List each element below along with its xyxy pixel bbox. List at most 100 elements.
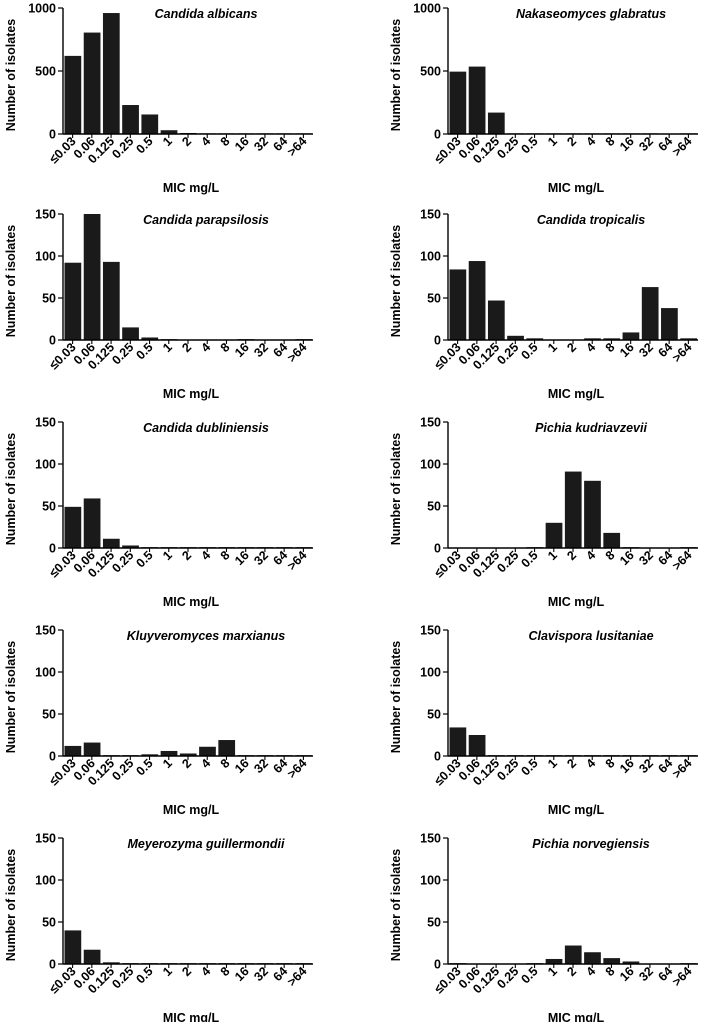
chart5-x-axis-title: MIC mg/L (163, 595, 220, 609)
chart7-xtick-label-4: 0.25 (109, 756, 136, 783)
chart2-xtick-label-13: >64 (670, 134, 695, 159)
chart5-y-axis-title: Number of isolates (4, 433, 18, 546)
chart6-xtick-label-10: 16 (617, 548, 637, 568)
chart7-bar-1 (64, 745, 82, 756)
chart4-xtick-label-6: 1 (545, 340, 560, 355)
chart4-xtick-label-10: 16 (617, 340, 637, 360)
chart4-bar-13 (680, 338, 697, 340)
chart9-xtick-label-4: 0.25 (109, 964, 136, 991)
chart5-ytick-label-3: 100 (35, 458, 56, 472)
chart4-bar-8 (584, 338, 601, 340)
chart3-ytick-label-2: 50 (42, 292, 56, 306)
chart4-bar-1 (449, 269, 467, 340)
chart3-xtick-label-11: 32 (251, 340, 271, 360)
chart6-xtick-label-11: 32 (636, 548, 656, 568)
chart5-xtick-label-13: >64 (285, 548, 310, 573)
chart1-xtick-label-10: 16 (232, 134, 252, 154)
chart3-x-axis-title: MIC mg/L (163, 387, 220, 401)
chart3-xtick-label-5: 0.5 (133, 340, 155, 362)
chart5-xtick-label-6: 1 (160, 548, 175, 563)
chart7-bar-6 (160, 750, 178, 756)
chart5-xtick-label-11: 32 (251, 548, 271, 568)
chart3-bar-2 (83, 214, 101, 340)
chart1-title: Candida albicans (155, 7, 258, 21)
chart5-bar-1 (64, 506, 82, 548)
chart5-title: Candida dubliniensis (143, 421, 269, 435)
chart2-ytick-label-1: 0 (434, 128, 441, 142)
chart4-xtick-label-9: 8 (603, 340, 618, 355)
chart7-xtick-label-9: 8 (218, 756, 233, 771)
chart6-ytick-label-4: 150 (420, 416, 441, 430)
chart8-ytick-label-2: 50 (427, 708, 441, 722)
chart10-xtick-label-13: >64 (670, 964, 695, 989)
chart10-bar-8 (584, 952, 601, 964)
chart2-xtick-label-7: 2 (564, 134, 579, 149)
chart5-ytick-label-2: 50 (42, 500, 56, 514)
chart8-xtick-label-13: >64 (670, 756, 695, 781)
chart8-xtick-label-10: 16 (617, 756, 637, 776)
chart7-xtick-label-6: 1 (160, 756, 175, 771)
chart3-xtick-label-8: 4 (199, 340, 214, 355)
chart8-ytick-label-3: 100 (420, 666, 441, 680)
chart10-xtick-label-9: 8 (603, 964, 618, 979)
chart4-xtick-label-13: >64 (670, 340, 695, 365)
chart8-xtick-label-6: 1 (545, 756, 560, 771)
chart7-bar-7 (179, 753, 197, 756)
chart6-bar-7 (564, 471, 582, 548)
chart1-bar-2 (83, 32, 101, 134)
chart4-bar-10 (622, 332, 640, 340)
chart8-x-axis-title: MIC mg/L (548, 803, 605, 817)
chart8-ytick-label-4: 150 (420, 624, 441, 638)
chart9-ytick-label-2: 50 (42, 916, 56, 930)
chart10-x-axis-title: MIC mg/L (548, 1011, 605, 1022)
chart1-bar-5 (141, 114, 159, 134)
chart10-ytick-label-1: 0 (434, 958, 441, 972)
chart2-xtick-label-9: 8 (603, 134, 618, 149)
chart8-y-axis-title: Number of isolates (389, 641, 403, 754)
chart1-bar-6 (160, 130, 178, 134)
chart8-title: Clavispora lusitaniae (528, 629, 653, 643)
chart10-ytick-label-4: 150 (420, 832, 441, 846)
chart2-bar-1 (449, 71, 467, 134)
chart3-title: Candida parapsilosis (143, 213, 269, 227)
chart4-xtick-label-7: 2 (564, 340, 579, 355)
chart9-ytick-label-1: 0 (49, 958, 56, 972)
chart7-bar-2 (83, 742, 101, 756)
chart5-xtick-label-7: 2 (179, 548, 194, 563)
chart9-xtick-label-6: 1 (160, 964, 175, 979)
chart3-bar-1 (64, 262, 82, 340)
chart6-xtick-label-8: 4 (584, 548, 599, 563)
chart7-xtick-label-11: 32 (251, 756, 271, 776)
chart10-bar-7 (564, 945, 582, 964)
chart4-y-axis-title: Number of isolates (389, 225, 403, 338)
chart10-bar-6 (545, 958, 563, 964)
chart7-xtick-label-13: >64 (285, 756, 310, 781)
chart6-x-axis-title: MIC mg/L (548, 595, 605, 609)
chart2-xtick-label-6: 1 (545, 134, 560, 149)
chart1-bar-1 (64, 55, 82, 134)
chart10-ytick-label-2: 50 (427, 916, 441, 930)
chart9-xtick-label-10: 16 (232, 964, 252, 984)
chart10-xtick-label-8: 4 (584, 964, 599, 979)
chart7-x-axis-title: MIC mg/L (163, 803, 220, 817)
chart5-xtick-label-9: 8 (218, 548, 233, 563)
chart2-y-axis-title: Number of isolates (389, 19, 403, 132)
chart10-xtick-label-10: 16 (617, 964, 637, 984)
chart9-x-axis-title: MIC mg/L (163, 1011, 220, 1022)
chart8-xtick-label-4: 0.25 (494, 756, 521, 783)
chart9-bar-2 (83, 949, 101, 964)
chart6-xtick-label-6: 1 (545, 548, 560, 563)
chart1-y-axis-title: Number of isolates (4, 19, 18, 132)
chart9-xtick-label-9: 8 (218, 964, 233, 979)
chart10-bar-9 (603, 958, 621, 964)
chart7-title: Kluyveromyces marxianus (127, 629, 285, 643)
chart8-xtick-label-8: 4 (584, 756, 599, 771)
chart2-x-axis-title: MIC mg/L (548, 181, 605, 195)
chart9-bar-3 (102, 962, 120, 964)
chart6-xtick-label-13: >64 (670, 548, 695, 573)
chart4-xtick-label-4: 0.25 (494, 340, 521, 367)
chart10-ytick-label-3: 100 (420, 874, 441, 888)
chart4-bar-12 (661, 308, 678, 340)
chart5-bar-4 (122, 545, 139, 548)
